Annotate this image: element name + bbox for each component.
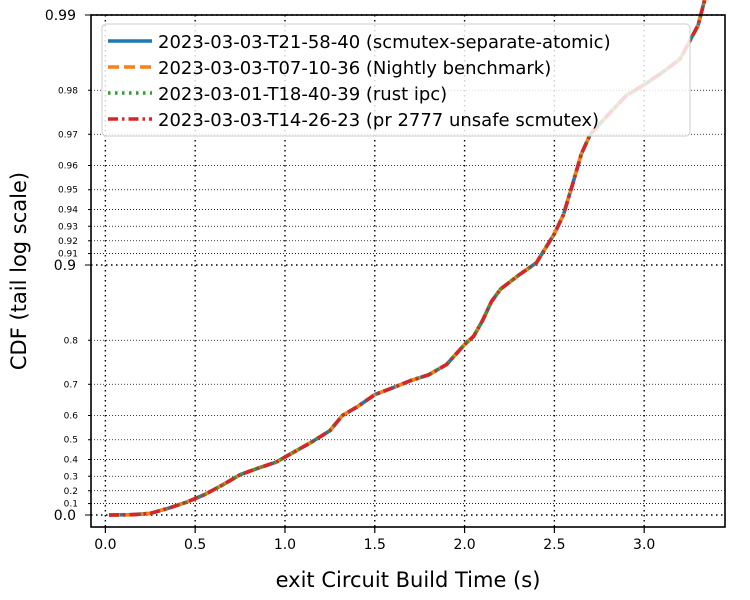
legend-label: 2023-03-03-T07-10-36 (Nightly benchmark) — [158, 58, 551, 79]
legend-label: 2023-03-03-T14-26-23 (pr 2777 unsafe scm… — [158, 110, 599, 131]
x-tick-label: 2.0 — [453, 537, 475, 553]
y-tick-label: 0.94 — [58, 206, 78, 216]
legend-label: 2023-03-01-T18-40-39 (rust ipc) — [158, 84, 447, 105]
legend-label: 2023-03-03-T21-58-40 (scmutex-separate-a… — [158, 32, 611, 53]
y-tick-label: 0.5 — [64, 436, 78, 446]
x-tick-label: 2.5 — [543, 537, 565, 553]
y-tick-label: 0.99 — [45, 8, 76, 24]
y-tick-label: 0.2 — [64, 487, 78, 497]
y-tick-label: 0.4 — [64, 456, 79, 466]
y-tick-label: 0.92 — [58, 237, 78, 247]
legend: 2023-03-03-T21-58-40 (scmutex-separate-a… — [101, 23, 691, 137]
y-tick-label: 0.91 — [58, 250, 78, 260]
y-tick-label: 0.7 — [64, 380, 78, 390]
y-tick-label: 0.3 — [64, 472, 78, 482]
x-axis-label: exit Circuit Build Time (s) — [276, 568, 541, 592]
legend-box — [101, 23, 691, 137]
y-axis-label: CDF (tail log scale) — [7, 172, 31, 370]
x-tick-label: 1.5 — [364, 537, 386, 553]
y-tick-label: 0.9 — [54, 258, 76, 274]
y-tick-label: 0.0 — [54, 508, 76, 524]
y-tick-label: 0.1 — [64, 500, 78, 510]
y-tick-label: 0.6 — [64, 412, 79, 422]
x-tick-label: 3.0 — [633, 537, 655, 553]
axis-ticks: 0.0 0.5 1.0 1.5 2.0 2.5 3.0 0.1 0.2 0.3 0.4 0.5 0.6 0… — [45, 8, 655, 553]
y-tick-label: 0.97 — [58, 130, 78, 140]
plot-frame — [90, 14, 726, 528]
x-tick-label: 0.5 — [184, 537, 206, 553]
y-tick-label: 0.93 — [58, 222, 78, 232]
y-tick-label: 0.98 — [58, 86, 78, 96]
x-tick-label: 1.0 — [274, 537, 296, 553]
y-tick-label: 0.96 — [58, 162, 78, 172]
y-tick-label: 0.95 — [58, 186, 78, 196]
x-tick-label: 0.0 — [94, 537, 116, 553]
y-tick-label: 0.8 — [64, 336, 79, 346]
series-line-4 — [108, 0, 707, 517]
